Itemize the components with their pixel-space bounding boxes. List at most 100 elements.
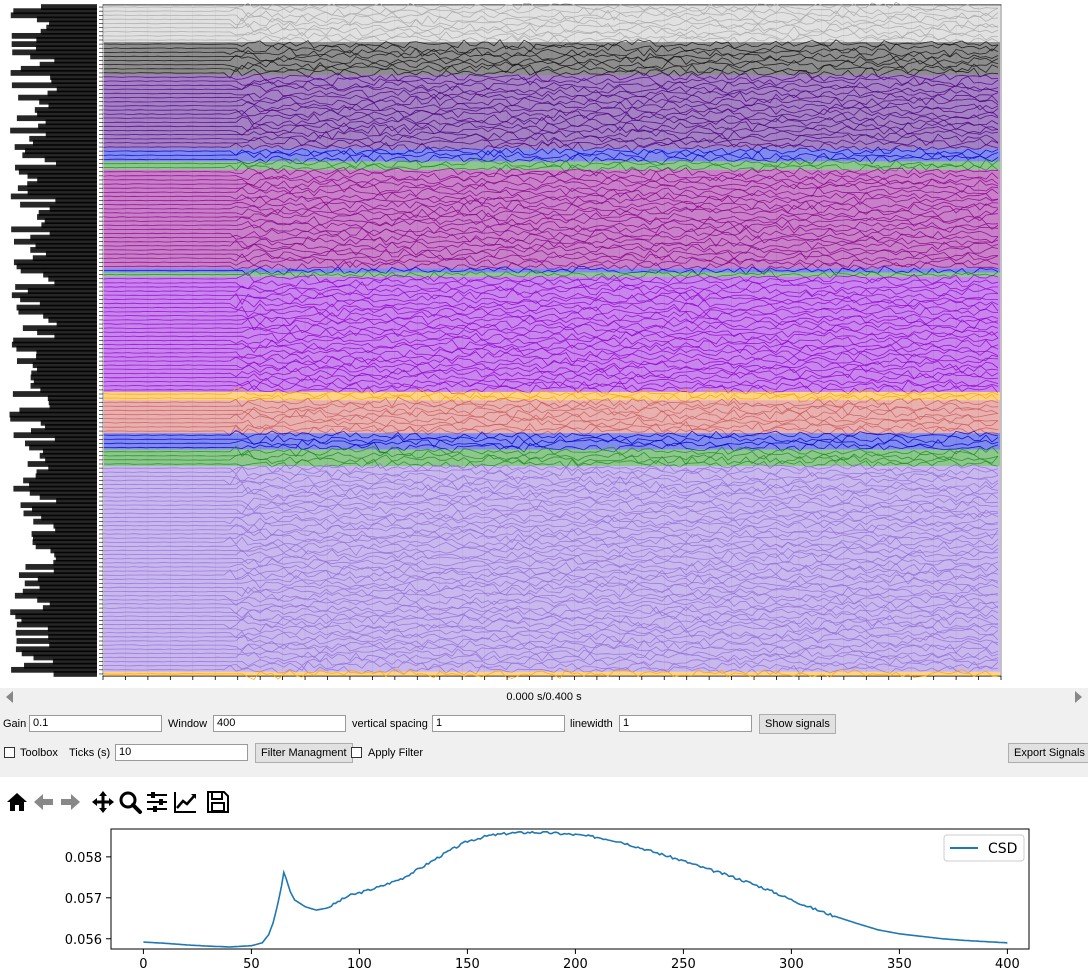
channel-label-glyphs: [15, 613, 97, 620]
channel-label-glyphs: [27, 461, 98, 467]
channel-trace: [103, 170, 999, 182]
save-icon[interactable]: [205, 789, 231, 815]
channel-trace: [103, 591, 999, 602]
vertical-spacing-input[interactable]: 1: [432, 715, 565, 732]
window-input[interactable]: 400: [213, 715, 346, 732]
channel-label-glyphs: [37, 214, 97, 220]
channel-trace: [103, 364, 999, 374]
channel-trace: [103, 408, 999, 421]
channel-trace: [103, 17, 999, 30]
channel-label-glyphs: [37, 366, 97, 373]
channel-label-glyphs: [10, 12, 98, 19]
configure-subplots-icon[interactable]: [144, 789, 170, 815]
channel-label-glyphs: [36, 37, 97, 43]
channel-trace: [103, 219, 999, 232]
ticks-input[interactable]: 10: [115, 744, 248, 761]
channel-label-glyphs: [47, 90, 97, 97]
channel-label-glyphs: [16, 115, 97, 122]
channel-label-glyphs: [36, 349, 97, 356]
scroll-right-arrow-icon[interactable]: [1075, 691, 1082, 703]
channel-trace: [103, 528, 999, 540]
channel-label-glyphs: [11, 341, 98, 348]
gain-input[interactable]: 0.1: [29, 715, 162, 732]
channel-trace: [103, 396, 999, 408]
channel-trace: [104, 227, 998, 240]
channel-trace: [103, 569, 999, 581]
channel-trace: [103, 523, 999, 536]
channel-label-glyphs: [22, 152, 97, 159]
channel-label-glyphs: [49, 403, 97, 410]
channel-trace: [103, 207, 999, 219]
csd-series-line: [143, 830, 1008, 948]
channel-trace: [103, 212, 999, 223]
channel-label-glyphs: [29, 481, 97, 488]
channel-trace: [103, 420, 999, 433]
channel-label-glyphs: [35, 45, 97, 52]
filter-management-button[interactable]: Filter Managment: [255, 743, 353, 763]
back-arrow-icon[interactable]: [31, 789, 57, 815]
channel-label-glyphs: [24, 580, 97, 587]
channel-label-glyphs: [54, 57, 97, 64]
channel-trace: [103, 1, 999, 13]
channel-label-glyphs: [11, 32, 98, 39]
channel-trace: [103, 101, 999, 112]
channel-label-glyphs: [53, 559, 97, 566]
channel-label-glyphs: [20, 502, 98, 509]
channel-trace: [103, 546, 999, 557]
forward-arrow-icon[interactable]: [57, 789, 83, 815]
channel-trace: [104, 643, 999, 655]
signal-viewer[interactable]: [0, 0, 1088, 688]
channel-label-glyphs: [42, 448, 97, 455]
csd-x-tick-label: 200: [563, 957, 588, 971]
channel-label-glyphs: [25, 440, 97, 447]
channel-label-glyphs: [20, 267, 98, 274]
channel-trace: [103, 331, 999, 342]
channel-label-glyphs: [45, 131, 97, 138]
channel-label-glyphs: [16, 358, 97, 364]
channel-label-glyphs: [49, 642, 97, 649]
channel-label-glyphs: [44, 424, 97, 430]
channel-trace: [103, 116, 999, 129]
channel-label-glyphs: [10, 70, 97, 76]
channel-label-glyphs: [39, 584, 97, 591]
csd-chart[interactable]: 0.056 0.057 0.058 0 50 100 150 200 250 300 350 400…: [0, 825, 1088, 971]
channel-label-glyphs: [32, 140, 98, 146]
csd-axes-frame: [110, 828, 1030, 950]
channel-label-glyphs: [30, 53, 97, 60]
channel-trace: [103, 199, 999, 210]
vertical-spacing-label: vertical spacing: [352, 718, 428, 730]
scroll-left-arrow-icon[interactable]: [6, 691, 13, 703]
channel-trace: [103, 630, 999, 643]
channel-trace: [103, 281, 999, 293]
pan-icon[interactable]: [90, 789, 116, 815]
channel-trace: [103, 195, 999, 206]
signal-plot[interactable]: [0, 0, 1088, 688]
channel-trace: [103, 495, 999, 507]
zoom-icon[interactable]: [117, 789, 143, 815]
csd-x-tick-label: 300: [779, 957, 804, 971]
channel-label-glyphs: [55, 526, 97, 533]
channel-label-glyphs: [16, 304, 98, 311]
channel-trace: [103, 668, 999, 681]
channel-trace: [103, 322, 999, 334]
edit-axis-icon[interactable]: [172, 789, 198, 815]
time-scrollbar[interactable]: 0.000 s/0.400 s: [0, 688, 1088, 708]
channel-trace: [103, 129, 999, 141]
channel-trace: [103, 83, 999, 95]
toolbox-checkbox[interactable]: [4, 747, 15, 758]
apply-filter-checkbox[interactable]: [351, 747, 362, 758]
channel-label-glyphs: [40, 419, 97, 426]
channel-trace: [103, 216, 999, 227]
channel-label-glyphs: [18, 94, 98, 101]
channel-label-glyphs: [32, 362, 97, 369]
channel-label-glyphs: [53, 568, 97, 574]
channel-trace: [103, 486, 999, 499]
csd-y-tick-label: 0.058: [65, 851, 102, 866]
show-signals-button[interactable]: Show signals: [759, 714, 836, 734]
channel-trace: [103, 367, 999, 379]
channel-label-glyphs: [15, 646, 97, 653]
export-signals-button[interactable]: Export Signals: [1008, 743, 1088, 763]
home-icon[interactable]: [4, 789, 30, 815]
channel-trace: [104, 63, 999, 75]
linewidth-input[interactable]: 1: [619, 715, 752, 732]
